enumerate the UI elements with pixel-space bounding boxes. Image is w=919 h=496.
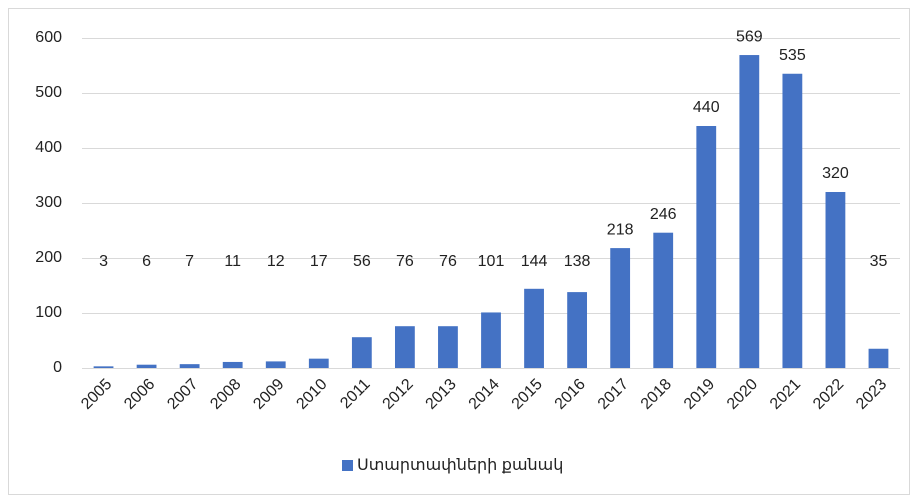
- chart-frame: [8, 8, 910, 495]
- data-label: 535: [779, 47, 806, 64]
- y-tick-label: 400: [35, 139, 62, 156]
- bar: [825, 192, 846, 368]
- bar: [93, 366, 114, 368]
- data-label: 56: [353, 253, 371, 270]
- bar: [394, 326, 415, 368]
- data-label: 440: [693, 99, 720, 116]
- bar: [438, 326, 458, 368]
- data-label: 144: [521, 253, 548, 270]
- data-label: 246: [650, 206, 677, 223]
- data-label: 569: [736, 28, 763, 45]
- bar: [739, 55, 760, 369]
- bar: [868, 348, 889, 368]
- bar: [696, 126, 717, 368]
- bar: [222, 361, 243, 368]
- data-label: 218: [607, 221, 634, 238]
- y-tick-label: 0: [53, 359, 62, 376]
- data-label: 76: [439, 253, 457, 270]
- data-label: 17: [310, 253, 328, 270]
- data-label: 320: [822, 165, 849, 182]
- bar: [610, 248, 631, 368]
- data-label: 3: [99, 253, 108, 270]
- data-label: 76: [396, 253, 414, 270]
- bar: [179, 364, 200, 368]
- y-tick-label: 600: [35, 29, 62, 46]
- bar: [524, 288, 544, 368]
- data-label: 101: [478, 253, 505, 270]
- bar: [308, 358, 329, 368]
- y-tick-label: 300: [35, 194, 62, 211]
- legend-label: Ստարտափների քանակ: [357, 457, 563, 474]
- bar: [653, 232, 674, 368]
- bar: [782, 73, 803, 368]
- y-tick-label: 500: [35, 84, 62, 101]
- data-label: 6: [142, 253, 151, 270]
- bar: [481, 312, 501, 368]
- bar: [136, 364, 157, 368]
- data-label: 11: [224, 253, 241, 270]
- bar: [351, 337, 372, 368]
- data-label: 35: [870, 253, 888, 270]
- y-tick-label: 200: [35, 249, 62, 266]
- data-label: 12: [267, 253, 285, 270]
- data-label: 7: [185, 253, 194, 270]
- data-label: 138: [564, 253, 591, 270]
- bar: [567, 292, 588, 368]
- bar: [265, 361, 286, 368]
- legend-swatch: [342, 460, 353, 471]
- y-tick-label: 100: [35, 304, 62, 321]
